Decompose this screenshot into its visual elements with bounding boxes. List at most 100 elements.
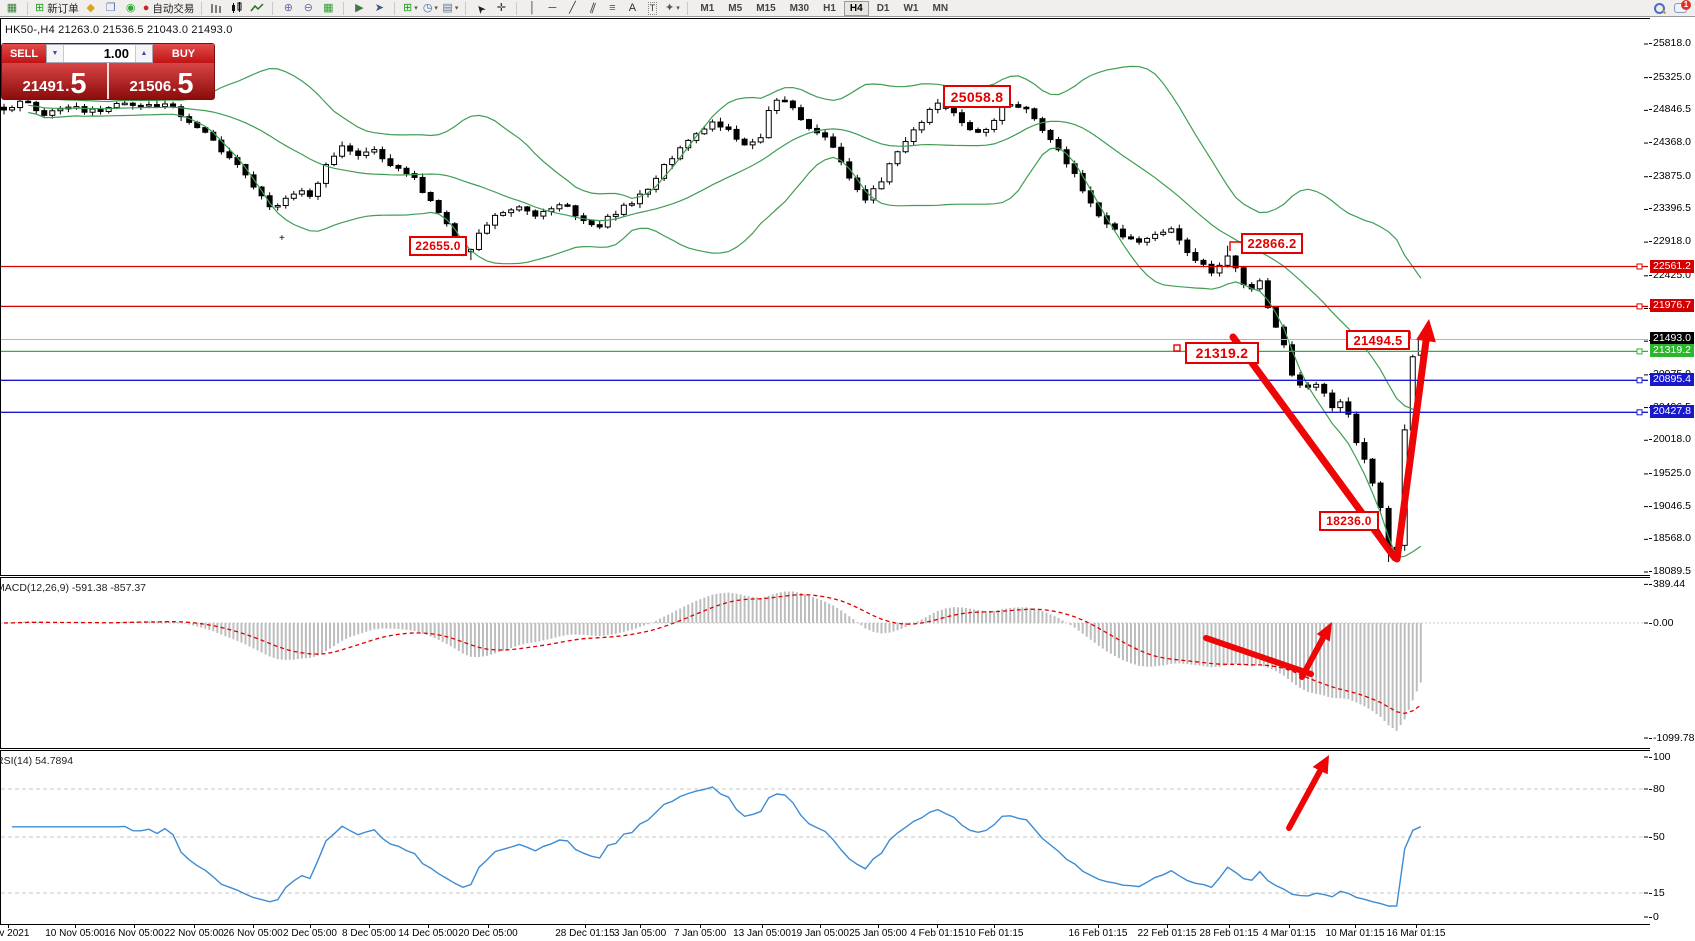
time-tick: [1229, 925, 1230, 928]
add-indicator-icon[interactable]: ⊞ ▾: [400, 1, 420, 16]
volume-stepper: ▼ 1.00 ▲: [46, 44, 153, 63]
buy-button[interactable]: BUY: [153, 44, 214, 63]
volume-increase-button[interactable]: ▲: [135, 45, 152, 62]
time-label: 10 Feb 01:15: [964, 928, 1024, 939]
axis-tick-25818.0: 25818.0: [1649, 37, 1691, 49]
bollinger-bands: [28, 65, 1422, 559]
sell-button[interactable]: SELL: [2, 44, 46, 63]
trendline-icon[interactable]: ╱: [562, 1, 582, 16]
volume-decrease-button[interactable]: ▼: [47, 45, 64, 62]
timeframe-button-d1[interactable]: D1: [876, 2, 890, 14]
chart-window-icon[interactable]: ▦: [2, 1, 22, 16]
cursor-icon[interactable]: ➤: [471, 1, 491, 16]
zoom-out-icon[interactable]: ⊖: [298, 1, 318, 16]
price-tag-18236-0[interactable]: 18236.0: [1319, 511, 1379, 531]
time-label: 2 Dec 05:00: [283, 928, 337, 939]
price-tag-22655-0[interactable]: 22655.0: [409, 236, 467, 256]
data-signal-icon[interactable]: ◉: [121, 1, 141, 16]
time-tick: [194, 925, 195, 928]
buy-price[interactable]: 21506. 5: [109, 63, 214, 99]
time-tick: [1416, 925, 1417, 928]
sell-price[interactable]: 21491. 5: [2, 63, 109, 99]
time-label: 19 Jan 05:00: [791, 928, 849, 939]
price-chart-panel[interactable]: HK50-,H4 21263.0 21536.5 21043.0 21493.0…: [0, 18, 1651, 576]
text-icon-glyph: A: [628, 1, 637, 14]
axis-line-label-22561.2[interactable]: 22561.2: [1650, 259, 1694, 273]
tile-windows-icon[interactable]: ▦: [318, 1, 338, 16]
price-tag-22866-2[interactable]: 22866.2: [1241, 233, 1303, 254]
price-tag-21319-2[interactable]: 21319.2: [1185, 342, 1259, 364]
text-label-icon[interactable]: T: [642, 1, 662, 16]
zoom-in-icon[interactable]: ⊕: [278, 1, 298, 16]
axis-tick-19525.0: 19525.0: [1649, 466, 1691, 479]
axis-line-label-21493.0[interactable]: 21493.0: [1650, 332, 1694, 346]
horizontal-line-icon[interactable]: ─: [542, 1, 562, 16]
period-profiles-icon[interactable]: ◷ ▾: [420, 1, 440, 16]
axis-line-label-20427.8[interactable]: 20427.8: [1650, 405, 1694, 419]
text-icon[interactable]: A: [622, 1, 642, 16]
price-tag-21494-5[interactable]: 21494.5: [1346, 330, 1410, 350]
timeframe-button-m1[interactable]: M1: [700, 2, 715, 14]
time-tick: [1098, 925, 1099, 928]
rsi-indicator-panel[interactable]: RSI(14) 54.7894: [0, 750, 1651, 925]
candlestick-mode-icon[interactable]: [227, 1, 247, 16]
new-order-button[interactable]: ⊞ 新订单: [33, 1, 81, 16]
time-tick: [75, 925, 76, 928]
new-order-button-label: 新订单: [47, 2, 79, 15]
timeframe-button-h1[interactable]: H1: [823, 2, 836, 14]
buy-price-main: 21506: [129, 78, 172, 95]
time-label: 8 Dec 05:00: [342, 928, 396, 939]
price-tag-25058-8[interactable]: 25058.8: [943, 85, 1011, 108]
timeframe-button-w1[interactable]: W1: [903, 2, 919, 14]
chart-shift-icon[interactable]: ◆: [81, 1, 101, 16]
price-axis[interactable]: 25818.0 25325.0 24846.5 24368.0 23875.0 23396…: [1648, 18, 1695, 925]
notifications-icon[interactable]: 1: [1674, 0, 1691, 14]
dropdown-arrow-icon: ▾: [454, 5, 459, 12]
autotrading-button[interactable]: ● 自动交易: [141, 1, 197, 16]
price-chart-canvas[interactable]: [1, 19, 1648, 575]
chart-template-icon[interactable]: ▤ ▾: [440, 1, 460, 16]
axis-line-label-20895.4[interactable]: 20895.4: [1650, 373, 1694, 387]
axis-tick-0.00: 0.00: [1648, 617, 1674, 629]
chart-ohlc-header: HK50-,H4 21263.0 21536.5 21043.0 21493.0: [5, 24, 233, 36]
time-tick: [488, 925, 489, 928]
arrows-shapes-icon[interactable]: ✦ ▾: [662, 1, 682, 16]
zoom-in-icon-glyph: ⊕: [283, 1, 293, 14]
fibonacci-icon[interactable]: ≡: [602, 1, 622, 16]
timeframe-button-mn[interactable]: MN: [932, 2, 949, 14]
timeframe-button-h4[interactable]: H4: [843, 0, 869, 16]
buy-price-pips: 5: [177, 68, 194, 100]
buy-price-dot: .: [172, 78, 177, 95]
time-label: 10 Nov 05:00: [45, 928, 105, 939]
timeframe-button-m30[interactable]: M30: [789, 2, 810, 14]
vertical-line-icon-glyph: │: [528, 1, 536, 14]
axis-line-label-21976.7[interactable]: 21976.7: [1650, 299, 1694, 313]
bar-chart-mode-icon[interactable]: [207, 1, 227, 16]
candles: [1, 95, 1424, 563]
vertical-line-icon[interactable]: │: [522, 1, 542, 16]
horizontal-line-icon-glyph: ─: [548, 1, 557, 14]
crosshair-icon[interactable]: ✛: [491, 1, 511, 16]
macd-arrow: [1203, 635, 1314, 677]
search-icon[interactable]: [1653, 2, 1666, 15]
equidistant-channel-icon-glyph: ∥: [587, 0, 598, 15]
timeframe-button-m15[interactable]: M15: [756, 2, 776, 14]
line-chart-mode-icon[interactable]: [247, 1, 267, 16]
cursor-add-icon[interactable]: ➤: [369, 1, 389, 16]
timeframe-button-m5[interactable]: M5: [728, 2, 743, 14]
macd-indicator-panel[interactable]: MACD(12,26,9) -591.38 -857.37: [0, 577, 1651, 749]
toolbar-separator: [516, 1, 518, 15]
time-label: 13 Jan 05:00: [733, 928, 791, 939]
axis-tick-24846.5: 24846.5: [1649, 103, 1691, 116]
arrows-shapes-icon-glyph: ✦: [665, 1, 675, 14]
period-profiles-icon-glyph: ◷: [422, 1, 433, 14]
volume-value[interactable]: 1.00: [103, 46, 129, 61]
indicators-list-icon[interactable]: ▶: [349, 1, 369, 16]
equidistant-channel-icon[interactable]: ∥: [582, 1, 602, 16]
time-tick: [134, 925, 135, 928]
dropdown-arrow-icon: ▾: [434, 5, 438, 12]
autotrading-button-glyph: ●: [142, 1, 150, 14]
axis-line-label-21319.2[interactable]: 21319.2: [1650, 344, 1694, 358]
windows-cascade-icon[interactable]: ❐: [101, 1, 121, 16]
